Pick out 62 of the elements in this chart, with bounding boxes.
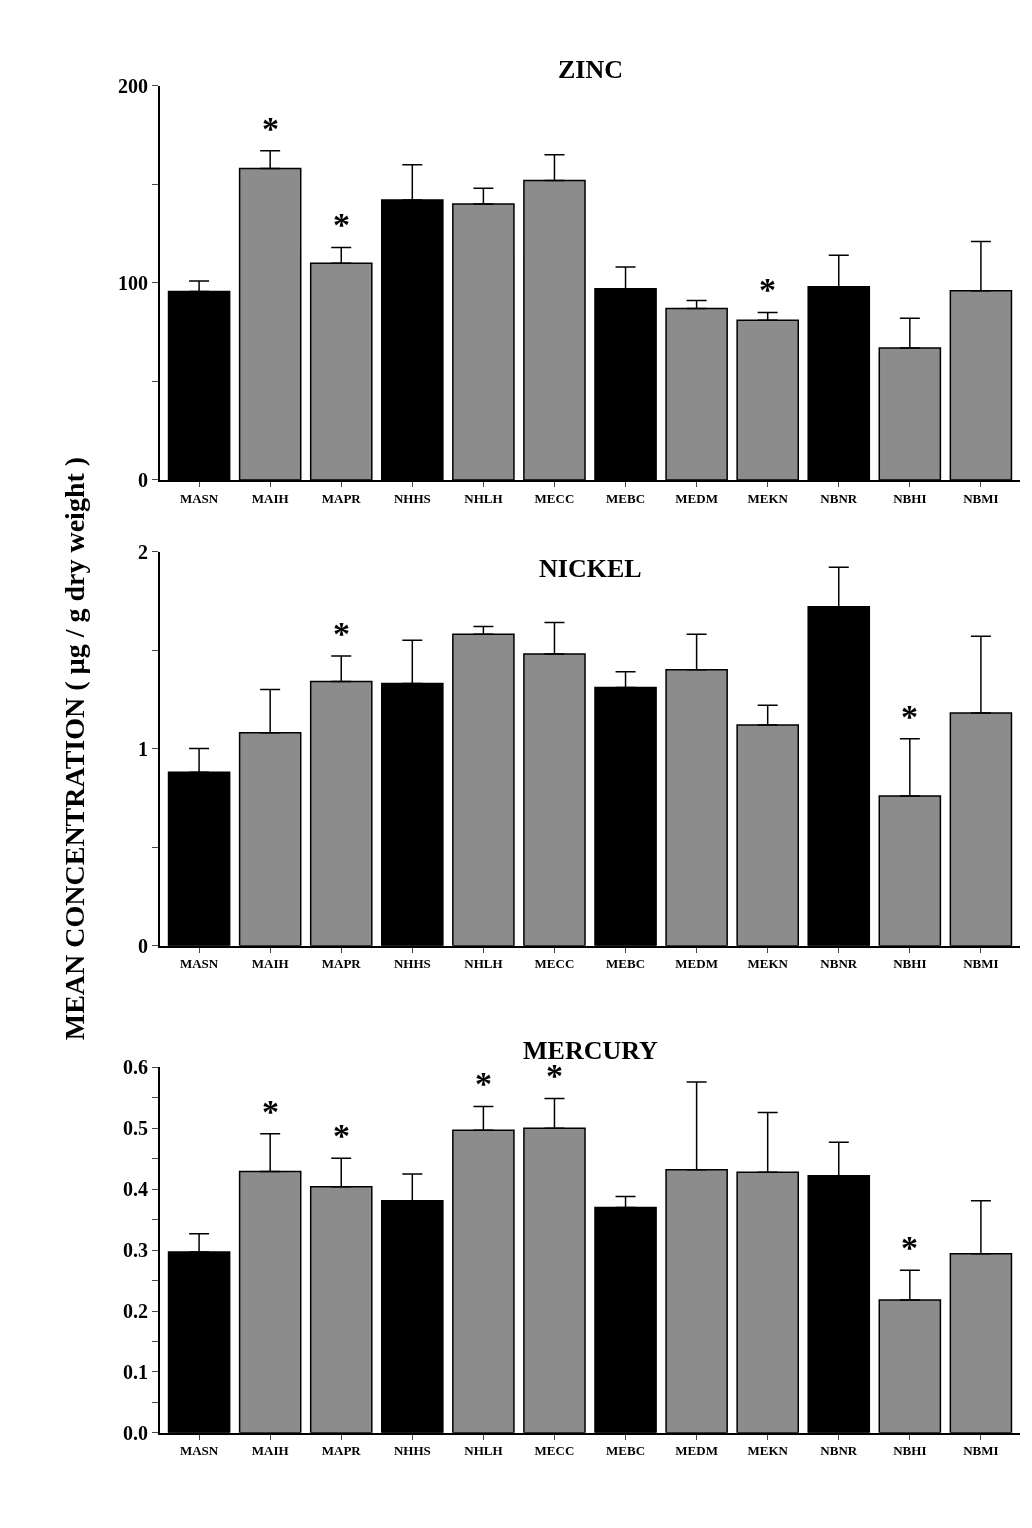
x-tick-label: MAPR <box>321 1443 362 1459</box>
x-tick-label: MAIH <box>251 490 289 506</box>
x-tick-label: NBNR <box>820 490 858 506</box>
x-tick-label: MEKN <box>747 956 789 972</box>
annotation: * <box>901 1229 918 1266</box>
x-tick-label: MECC <box>534 1443 575 1459</box>
y-tick-label: 0 <box>138 934 148 957</box>
y-tick-label: 200 <box>118 74 148 97</box>
x-tick-label: MAPR <box>321 490 362 506</box>
x-tick-label: NBNR <box>820 1443 858 1459</box>
y-tick-label: 0.3 <box>123 1239 148 1262</box>
annotation: * <box>333 615 350 652</box>
x-tick-label: NHHS <box>393 490 431 506</box>
x-tick-label: MASN <box>179 1443 219 1459</box>
y-tick-label: 0.2 <box>123 1300 148 1323</box>
x-tick-label: NBMI <box>963 956 999 972</box>
x-tick-label: MAPR <box>321 956 362 972</box>
x-tick-label: NBHI <box>893 1443 927 1459</box>
x-tick-label: MEBC <box>606 1443 646 1459</box>
x-tick-label: NHHS <box>393 956 431 972</box>
x-tick-label: NBHI <box>893 490 927 506</box>
x-tick-label: MEKN <box>747 490 789 506</box>
y-tick-label: 0 <box>138 468 148 491</box>
x-tick-label: MEBC <box>606 490 646 506</box>
x-tick-label: NHLH <box>464 490 503 506</box>
y-tick-label: 1 <box>138 737 148 760</box>
x-tick-label: MEDM <box>675 490 718 506</box>
x-tick-label: MASN <box>179 490 219 506</box>
x-tick-label: NHLH <box>464 1443 503 1459</box>
x-tick-label: NHLH <box>464 956 503 972</box>
x-tick-label: MAIH <box>251 956 289 972</box>
x-tick-label: MAIH <box>251 1443 289 1459</box>
annotation: * <box>333 1117 350 1154</box>
y-tick-label: 0.0 <box>123 1421 148 1444</box>
x-tick-label: MEDM <box>675 1443 718 1459</box>
x-tick-label: MECC <box>534 490 575 506</box>
y-axis-title: MEAN CONCENTRATION ( µg / g dry weight ) <box>59 456 91 1041</box>
y-tick-label: 2 <box>138 540 148 563</box>
x-tick-label: NBMI <box>963 1443 999 1459</box>
x-tick-label: MEBC <box>606 956 646 972</box>
chart-title: NICKEL <box>539 554 642 583</box>
annotation: * <box>262 110 279 147</box>
x-tick-label: NBHI <box>893 956 927 972</box>
y-tick-label: 0.4 <box>123 1178 148 1201</box>
y-tick-label: 0.6 <box>123 1056 148 1079</box>
annotation: * <box>262 1093 279 1130</box>
annotation: * <box>475 1065 492 1102</box>
x-tick-label: NBNR <box>820 956 858 972</box>
y-tick-label: 0.5 <box>123 1117 148 1140</box>
x-tick-label: MEDM <box>675 956 718 972</box>
x-tick-label: MEKN <box>747 1443 789 1459</box>
x-tick-label: MECC <box>534 956 575 972</box>
annotation: * <box>901 698 918 735</box>
annotation: * <box>333 206 350 243</box>
annotation: * <box>759 271 776 308</box>
x-tick-label: MASN <box>179 956 219 972</box>
y-tick-label: 100 <box>118 271 148 294</box>
x-tick-label: NBMI <box>963 490 999 506</box>
chart-title: MERCURY <box>523 1036 659 1065</box>
x-tick-label: NHHS <box>393 1443 431 1459</box>
chart-title: ZINC <box>558 55 624 84</box>
y-tick-label: 0.1 <box>123 1360 148 1383</box>
